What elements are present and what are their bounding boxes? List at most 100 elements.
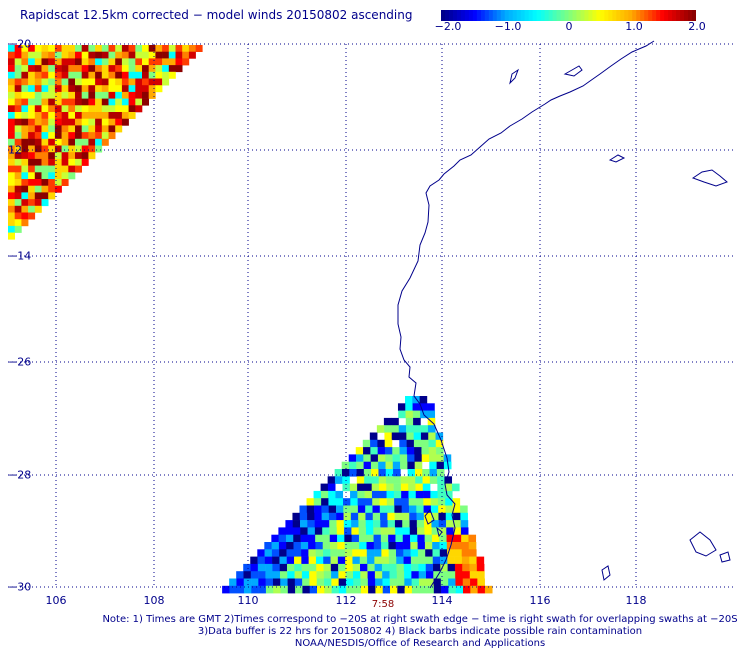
wind-difference-cell	[8, 78, 15, 86]
wind-difference-cell	[400, 483, 409, 492]
wind-difference-cell	[95, 91, 103, 99]
wind-difference-cell	[48, 125, 56, 133]
wind-difference-cell	[411, 563, 419, 572]
wind-difference-cell	[416, 505, 424, 514]
wind-difference-cell	[21, 172, 29, 180]
wind-difference-cell	[359, 556, 368, 565]
wind-difference-cell	[250, 571, 259, 579]
wind-difference-cell	[392, 454, 401, 462]
wind-difference-cell	[21, 199, 29, 207]
wind-difference-cell	[21, 98, 29, 106]
wind-difference-cell	[348, 454, 357, 462]
wind-difference-cell	[264, 556, 273, 565]
wind-difference-cell	[168, 51, 176, 59]
colorbar-segment	[496, 10, 502, 21]
wind-difference-cell	[390, 585, 398, 594]
wind-difference-cell	[28, 78, 36, 86]
wind-difference-cell	[115, 51, 123, 59]
wind-difference-cell	[75, 118, 82, 126]
wind-difference-cell	[322, 542, 331, 550]
wind-difference-cell	[108, 85, 116, 93]
wind-difference-cell	[446, 527, 454, 535]
colorbar-segment	[636, 10, 641, 21]
wind-difference-cell	[75, 91, 82, 99]
wind-difference-cell	[121, 98, 129, 106]
wind-difference-cell	[41, 112, 49, 119]
wind-difference-cell	[425, 556, 434, 565]
colorbar-segment	[660, 10, 665, 21]
colorbar-segment	[676, 10, 681, 21]
wind-difference-cell	[21, 118, 29, 126]
wind-difference-cell	[292, 527, 301, 535]
wind-difference-cell	[328, 505, 337, 514]
wind-difference-cell	[323, 563, 332, 572]
colorbar-segment	[564, 10, 569, 21]
wind-difference-cell	[300, 542, 309, 550]
wind-difference-cell	[41, 158, 49, 166]
wind-difference-cell	[148, 91, 156, 99]
wind-difference-cell	[320, 490, 329, 499]
wind-difference-cell	[115, 98, 123, 106]
wind-difference-cell	[306, 498, 315, 506]
wind-difference-cell	[265, 578, 274, 587]
wind-difference-cell	[373, 534, 382, 543]
wind-difference-cell	[401, 512, 410, 521]
wind-difference-cell	[128, 71, 136, 79]
wind-difference-cell	[307, 520, 315, 528]
wind-difference-cell	[371, 483, 380, 492]
wind-difference-cell	[350, 490, 358, 499]
wind-difference-cell	[8, 58, 15, 66]
wind-difference-cell	[440, 578, 449, 587]
wind-difference-cell	[394, 520, 403, 528]
wind-difference-cell	[307, 512, 315, 521]
wind-difference-cell	[352, 563, 361, 572]
wind-difference-cell	[444, 490, 453, 499]
wind-difference-cell	[54, 98, 62, 106]
wind-difference-cell	[148, 51, 156, 59]
coastline	[397, 40, 731, 589]
wind-difference-cell	[292, 512, 301, 521]
wind-difference-cell	[81, 158, 89, 166]
wind-difference-cell	[343, 498, 351, 506]
wind-difference-cell	[121, 45, 129, 52]
wind-difference-cell	[408, 498, 417, 506]
wind-difference-cell	[313, 498, 322, 506]
wind-difference-cell	[81, 45, 89, 52]
wind-difference-cell	[364, 483, 372, 492]
wind-difference-cell	[371, 469, 379, 477]
wind-difference-cell	[435, 439, 444, 448]
wind-difference-cell	[391, 425, 400, 433]
wind-difference-cell	[423, 498, 431, 506]
wind-difference-cell	[54, 138, 62, 146]
wind-difference-cell	[373, 542, 382, 550]
wind-difference-cell	[28, 172, 36, 180]
wind-difference-cell	[404, 571, 412, 579]
wind-difference-cell	[440, 563, 448, 572]
scatterometer-swath-southeast	[222, 396, 493, 594]
wind-difference-cell	[68, 112, 76, 119]
wind-difference-cell	[322, 527, 330, 535]
wind-difference-cell	[8, 132, 15, 140]
wind-difference-cell	[393, 469, 401, 477]
wind-difference-cell	[21, 65, 29, 73]
wind-difference-cell	[429, 469, 438, 477]
wind-difference-cell	[81, 132, 89, 140]
wind-difference-cell	[148, 85, 156, 93]
wind-difference-cell	[389, 578, 398, 587]
wind-difference-cell	[148, 71, 156, 79]
wind-difference-cell	[342, 483, 351, 492]
wind-difference-cell	[265, 585, 274, 594]
colorbar-segment	[656, 10, 661, 21]
wind-difference-cell	[182, 58, 190, 66]
wind-difference-cell	[258, 578, 266, 587]
wind-difference-cell	[108, 78, 116, 86]
wind-difference-cell	[396, 563, 405, 572]
wind-difference-cell	[431, 527, 440, 535]
wind-difference-cell	[338, 571, 346, 579]
wind-difference-cell	[135, 71, 143, 79]
wind-difference-cell	[370, 461, 379, 470]
wind-difference-cell	[359, 542, 367, 550]
wind-difference-cell	[75, 152, 82, 160]
wind-difference-cell	[331, 585, 340, 594]
colorbar-segment	[508, 10, 514, 21]
